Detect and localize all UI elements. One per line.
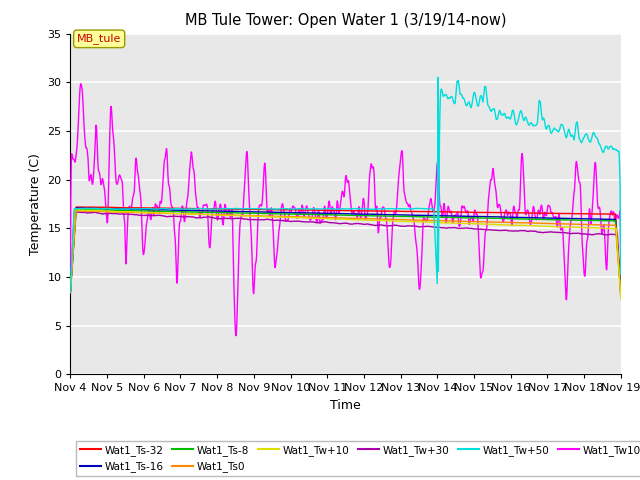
Wat1_Tw+10 (72, 207, 79, 213)
Wat1_Ts-32 (251, 206, 259, 212)
Wat1_Ts-8 (504, 216, 511, 221)
Wat1_Tw+10 (617, 296, 625, 301)
Wat1_Ts-16 (617, 289, 625, 295)
Y-axis label: Temperature (C): Temperature (C) (29, 153, 42, 255)
Wat1_Ts0 (504, 219, 511, 225)
Wat1_Tw+30 (431, 225, 439, 230)
Wat1_Tw100 (617, 276, 625, 282)
Wat1_Ts-8 (431, 214, 439, 220)
Wat1_Ts-16 (73, 205, 81, 211)
Wat1_Tw100 (67, 268, 74, 274)
Wat1_Tw+50 (189, 206, 196, 212)
Wat1_Ts0 (552, 221, 559, 227)
Line: Wat1_Tw+10: Wat1_Tw+10 (70, 210, 621, 299)
Wat1_Tw+30 (617, 295, 625, 300)
Wat1_Ts-32 (72, 204, 80, 210)
Wat1_Ts-16 (67, 288, 74, 294)
Wat1_Ts-16 (504, 214, 511, 220)
Wat1_Tw+50 (617, 272, 625, 277)
Wat1_Tw+50 (504, 115, 511, 120)
Wat1_Tw+30 (71, 209, 79, 215)
Wat1_Ts-32 (67, 288, 74, 294)
Wat1_Tw+10 (552, 224, 559, 229)
Wat1_Ts-16 (552, 216, 559, 221)
Wat1_Tw+50 (552, 127, 559, 132)
Wat1_Tw+10 (67, 286, 74, 292)
Wat1_Tw100 (189, 166, 197, 171)
Wat1_Ts-16 (251, 209, 259, 215)
Wat1_Ts0 (189, 211, 197, 217)
Wat1_Tw+50 (250, 206, 258, 212)
Wat1_Ts-32 (431, 209, 439, 215)
Wat1_Ts-8 (67, 289, 74, 295)
Wat1_Ts0 (176, 211, 184, 216)
Wat1_Ts-32 (176, 205, 184, 211)
Wat1_Tw+30 (67, 290, 74, 296)
Wat1_Tw+10 (189, 211, 197, 217)
Text: MB_tule: MB_tule (77, 34, 122, 44)
Line: Wat1_Ts-8: Wat1_Ts-8 (70, 209, 621, 293)
Wat1_Tw+10 (504, 222, 511, 228)
Title: MB Tule Tower: Open Water 1 (3/19/14-now): MB Tule Tower: Open Water 1 (3/19/14-now… (185, 13, 506, 28)
Wat1_Tw+30 (552, 229, 559, 235)
Wat1_Ts0 (72, 208, 80, 214)
Wat1_Ts-8 (189, 209, 197, 215)
Wat1_Tw100 (504, 213, 511, 218)
Wat1_Tw+10 (251, 214, 259, 219)
Wat1_Tw+30 (251, 217, 259, 223)
Line: Wat1_Ts-16: Wat1_Ts-16 (70, 208, 621, 292)
Wat1_Tw+50 (431, 231, 439, 237)
X-axis label: Time: Time (330, 399, 361, 412)
Wat1_Tw+10 (176, 211, 184, 216)
Wat1_Ts-32 (617, 286, 625, 292)
Wat1_Ts-32 (189, 206, 197, 212)
Line: Wat1_Tw+30: Wat1_Tw+30 (70, 212, 621, 298)
Wat1_Ts0 (251, 213, 259, 218)
Line: Wat1_Ts0: Wat1_Ts0 (70, 211, 621, 295)
Wat1_Ts-32 (552, 210, 559, 216)
Wat1_Tw+50 (175, 206, 183, 212)
Wat1_Ts-8 (552, 217, 559, 223)
Wat1_Tw+50 (67, 289, 74, 295)
Wat1_Tw100 (252, 264, 259, 270)
Wat1_Tw+30 (189, 214, 197, 220)
Wat1_Ts-16 (431, 213, 439, 218)
Wat1_Ts-8 (176, 209, 184, 215)
Wat1_Tw100 (552, 216, 560, 221)
Legend: Wat1_Ts-32, Wat1_Ts-16, Wat1_Ts-8, Wat1_Ts0, Wat1_Tw+10, Wat1_Tw+30, Wat1_Tw+50,: Wat1_Ts-32, Wat1_Ts-16, Wat1_Ts-8, Wat1_… (76, 441, 640, 476)
Wat1_Ts-8 (251, 210, 259, 216)
Wat1_Ts0 (431, 217, 439, 223)
Wat1_Ts0 (617, 292, 625, 298)
Line: Wat1_Ts-32: Wat1_Ts-32 (70, 207, 621, 291)
Wat1_Tw100 (176, 219, 184, 225)
Wat1_Ts-16 (189, 208, 197, 214)
Wat1_Ts-16 (176, 207, 184, 213)
Wat1_Ts-32 (504, 210, 511, 216)
Wat1_Tw+10 (431, 219, 439, 225)
Wat1_Tw100 (432, 188, 440, 193)
Wat1_Tw+50 (434, 74, 442, 80)
Wat1_Ts0 (67, 290, 74, 296)
Wat1_Tw100 (77, 81, 84, 87)
Wat1_Tw+30 (176, 214, 184, 219)
Wat1_Ts-8 (72, 206, 80, 212)
Wat1_Tw+30 (504, 228, 511, 233)
Line: Wat1_Tw+50: Wat1_Tw+50 (70, 77, 621, 292)
Wat1_Tw100 (232, 333, 240, 338)
Line: Wat1_Tw100: Wat1_Tw100 (70, 84, 621, 336)
Wat1_Ts-8 (617, 290, 625, 296)
